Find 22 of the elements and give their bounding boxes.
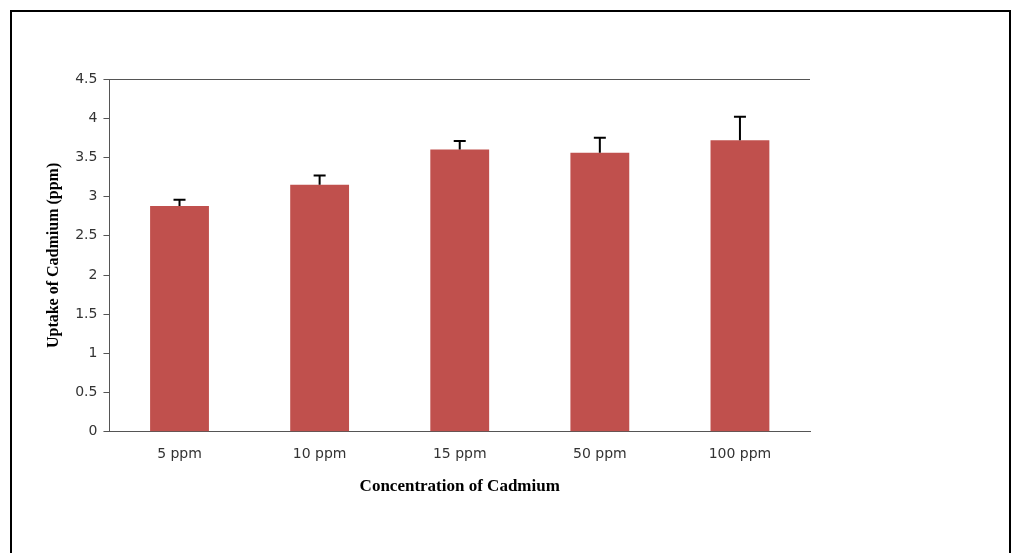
y-tick-label: 4 — [88, 108, 98, 125]
bar — [710, 140, 770, 432]
bar — [290, 184, 350, 432]
y-axis-title: Uptake of Cadmium (ppm) — [43, 162, 62, 349]
bar — [570, 152, 630, 432]
x-axis-title: Concentration of Cadmium — [359, 476, 560, 496]
y-tick-label: 0.5 — [75, 383, 98, 400]
y-tick-label: 2.5 — [75, 226, 98, 243]
bar — [150, 206, 209, 432]
y-tick-label: 3 — [88, 187, 98, 204]
x-tick-label: 100 ppm — [708, 444, 772, 461]
y-tick-label: 3.5 — [75, 148, 98, 165]
bar — [430, 149, 490, 432]
x-tick-label: 10 ppm — [292, 444, 347, 461]
y-tick-label: 1.5 — [75, 304, 98, 321]
x-tick-label: 5 ppm — [157, 444, 202, 461]
y-tick-label: 4.5 — [75, 69, 98, 86]
y-tick-label: 2 — [88, 265, 98, 282]
x-tick-label: 15 ppm — [432, 444, 487, 461]
y-tick-label: 1 — [88, 344, 98, 361]
x-tick-label: 50 ppm — [573, 444, 627, 461]
y-tick-label: 0 — [88, 422, 98, 439]
